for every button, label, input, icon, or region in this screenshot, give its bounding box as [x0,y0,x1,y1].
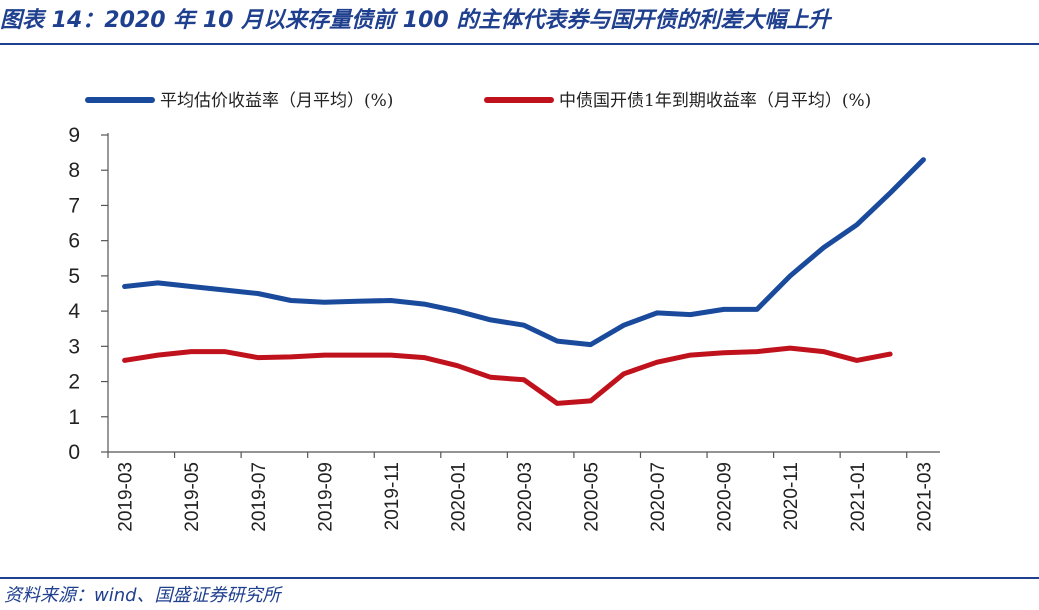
x-tick-label: 2021-01 [848,462,869,532]
title-divider [0,43,1039,45]
y-tick-label: 2 [68,371,80,394]
source-note: 资料来源：wind、国盛证券研究所 [4,585,281,606]
x-tick-label: 2019-07 [249,462,270,532]
y-tick-label: 1 [68,406,80,429]
x-tick-label: 2020-09 [715,462,736,532]
series-line-1 [122,157,926,348]
x-tick-label: 2020-05 [582,462,603,532]
y-tick-label: 7 [68,194,80,217]
x-tick-label: 2020-07 [648,462,669,532]
legend: 平均估价收益率（月平均）(%) 中债国开债1年到期收益率（月平均）(%) [85,91,871,111]
chart-title: 图表 14：2020 年 10 月以来存量债前 100 的主体代表券与国开债的利… [0,8,831,33]
x-tick-label: 2021-03 [914,462,935,532]
x-tick-label: 2020-11 [781,462,802,530]
y-tick-label: 3 [68,335,80,358]
x-tick-label: 2020-03 [515,462,536,532]
x-tick-label: 2019-09 [315,462,336,532]
y-tick-label: 0 [68,441,80,464]
legend-label-1: 平均估价收益率（月平均）(%) [160,91,393,111]
y-tick-label: 9 [68,124,80,147]
axes: 0 1 2 3 4 5 6 7 8 9 2019-03 2019-05 2019-07 2019-09 20… [68,124,940,532]
y-tick-label: 4 [68,300,80,323]
y-tick-label: 6 [68,230,80,253]
line-chart: 平均估价收益率（月平均）(%) 中债国开债1年到期收益率（月平均）(%) 0 1 2 3… [68,91,940,532]
series-group [122,157,926,406]
x-tick-label: 2019-05 [182,462,203,532]
source-divider [0,577,1039,579]
x-tick-label: 2019-03 [116,462,137,532]
series-line-2 [122,345,893,406]
x-tick-label: 2019-11 [382,462,403,530]
x-tick-label: 2020-01 [448,462,469,532]
y-tick-label: 5 [68,265,80,288]
legend-label-2: 中债国开债1年到期收益率（月平均）(%) [559,91,871,111]
y-tick-label: 8 [68,159,80,182]
